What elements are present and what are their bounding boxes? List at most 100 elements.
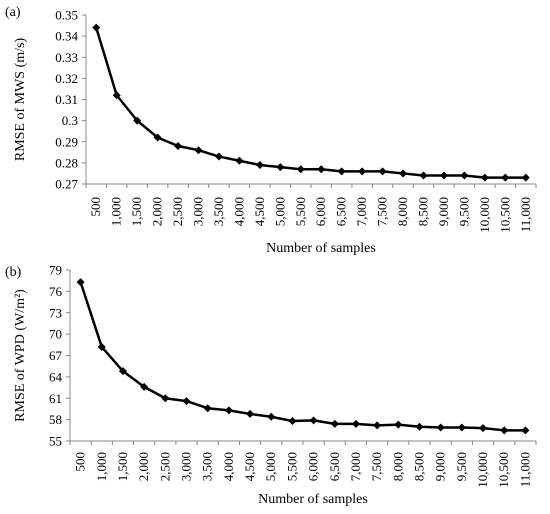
x-tick-label: 500 xyxy=(88,197,103,217)
data-point-marker xyxy=(255,160,264,169)
x-tick-label: 4,500 xyxy=(252,197,267,226)
x-tick-label: 9,000 xyxy=(433,452,448,481)
data-point-marker xyxy=(112,91,121,100)
x-tick-label: 10,000 xyxy=(475,452,490,488)
data-point-marker xyxy=(351,419,360,428)
series-line xyxy=(95,27,526,179)
data-point-marker xyxy=(415,422,424,431)
y-tick-label: 0.32 xyxy=(55,71,78,86)
x-tick-label: 4,500 xyxy=(242,452,257,481)
data-point-marker xyxy=(288,417,297,426)
data-point-marker xyxy=(161,394,170,403)
data-point-marker xyxy=(97,342,106,351)
y-tick-label: 61 xyxy=(49,391,62,406)
x-tick-label: 1,000 xyxy=(94,452,109,481)
data-point-marker xyxy=(358,167,367,176)
data-point-marker xyxy=(457,423,466,432)
data-point-marker xyxy=(521,173,530,182)
x-axis-title: Number of samples xyxy=(266,241,376,256)
y-tick-label: 0.34 xyxy=(55,29,78,44)
x-tick-label: 8,000 xyxy=(390,452,405,481)
x-tick-label: 10,500 xyxy=(496,452,511,488)
x-tick-label: 3,000 xyxy=(179,452,194,481)
panel-label: (b) xyxy=(5,265,22,280)
x-tick-label: 3,500 xyxy=(200,452,215,481)
x-tick-label: 1,500 xyxy=(129,197,144,226)
data-point-marker xyxy=(317,165,326,174)
x-tick-label: 6,000 xyxy=(313,197,328,226)
chart-panel-a: (a) 0.27 0.28 0.29 0.3 0.31 0.32 0.33 0.34 0.35 50… xyxy=(5,5,537,256)
data-point-marker xyxy=(394,420,403,429)
x-axis-title: Number of samples xyxy=(258,492,368,507)
y-tick-label: 0.3 xyxy=(62,113,78,128)
data-point-marker xyxy=(521,426,530,435)
data-point-marker xyxy=(439,171,448,180)
x-tick-label: 7,000 xyxy=(348,452,363,481)
x-tick-label: 10,500 xyxy=(497,197,512,233)
y-tick-label: 64 xyxy=(49,369,63,384)
y-tick-label: 0.31 xyxy=(55,92,78,107)
x-tick-label: 9,500 xyxy=(454,452,469,481)
x-tick-label: 6,500 xyxy=(334,197,349,226)
data-point-marker xyxy=(246,409,255,418)
data-point-marker xyxy=(296,165,305,174)
x-tick-label: 7,500 xyxy=(375,197,390,226)
x-tick-label: 6,500 xyxy=(327,452,342,481)
data-point-marker xyxy=(419,171,428,180)
data-point-marker xyxy=(182,397,191,406)
x-tick-label: 9,000 xyxy=(436,197,451,226)
x-tick-label: 7,000 xyxy=(354,197,369,226)
x-tick-label: 1,000 xyxy=(109,197,124,226)
data-point-marker xyxy=(373,421,382,430)
x-tick-label: 5,500 xyxy=(293,197,308,226)
y-tick-label: 76 xyxy=(49,284,63,299)
data-point-marker xyxy=(267,412,276,421)
y-tick-label: 79 xyxy=(49,263,62,278)
x-tick-label: 6,000 xyxy=(306,452,321,481)
x-tick-label: 11,000 xyxy=(518,197,533,232)
data-point-marker xyxy=(436,423,445,432)
data-point-marker xyxy=(235,156,244,165)
data-point-marker xyxy=(118,367,127,376)
y-tick-label: 73 xyxy=(49,305,62,320)
x-tick-label: 8,500 xyxy=(412,452,427,481)
x-tick-label: 1,500 xyxy=(115,452,130,481)
data-point-marker xyxy=(337,167,346,176)
data-point-marker xyxy=(174,141,183,150)
x-tick-label: 8,000 xyxy=(395,197,410,226)
data-point-marker xyxy=(480,173,489,182)
series-line xyxy=(79,281,526,432)
x-tick-label: 2,000 xyxy=(136,452,151,481)
data-point-marker xyxy=(133,116,142,125)
x-tick-label: 5,500 xyxy=(284,452,299,481)
x-tick-label: 10,000 xyxy=(477,197,492,233)
x-tick-label: 2,500 xyxy=(157,452,172,481)
data-point-marker xyxy=(309,416,318,425)
y-tick-label: 0.35 xyxy=(55,8,78,23)
y-tick-label: 70 xyxy=(49,327,62,342)
y-tick-label: 0.27 xyxy=(55,177,78,192)
data-point-marker xyxy=(76,278,85,287)
data-point-marker xyxy=(203,404,212,413)
y-tick-label: 0.28 xyxy=(55,155,78,170)
x-tick-label: 5,000 xyxy=(263,452,278,481)
data-point-marker xyxy=(140,382,149,391)
x-tick-label: 8,500 xyxy=(416,197,431,226)
x-tick-label: 5,000 xyxy=(272,197,287,226)
x-tick-label: 9,500 xyxy=(456,197,471,226)
x-tick-label: 2,500 xyxy=(170,197,185,226)
x-tick-label: 3,500 xyxy=(211,197,226,226)
x-tick-label: 4,000 xyxy=(231,197,246,226)
data-point-marker xyxy=(479,424,488,433)
data-point-marker xyxy=(399,169,408,178)
panel-label: (a) xyxy=(5,5,21,20)
y-tick-label: 58 xyxy=(49,412,62,427)
y-tick-label: 0.33 xyxy=(55,50,78,65)
data-point-marker xyxy=(153,133,162,142)
y-tick-label: 0.29 xyxy=(55,134,78,149)
x-tick-label: 11,000 xyxy=(517,452,532,487)
x-tick-label: 500 xyxy=(73,452,88,472)
data-point-marker xyxy=(224,406,233,415)
data-point-marker xyxy=(214,152,223,161)
